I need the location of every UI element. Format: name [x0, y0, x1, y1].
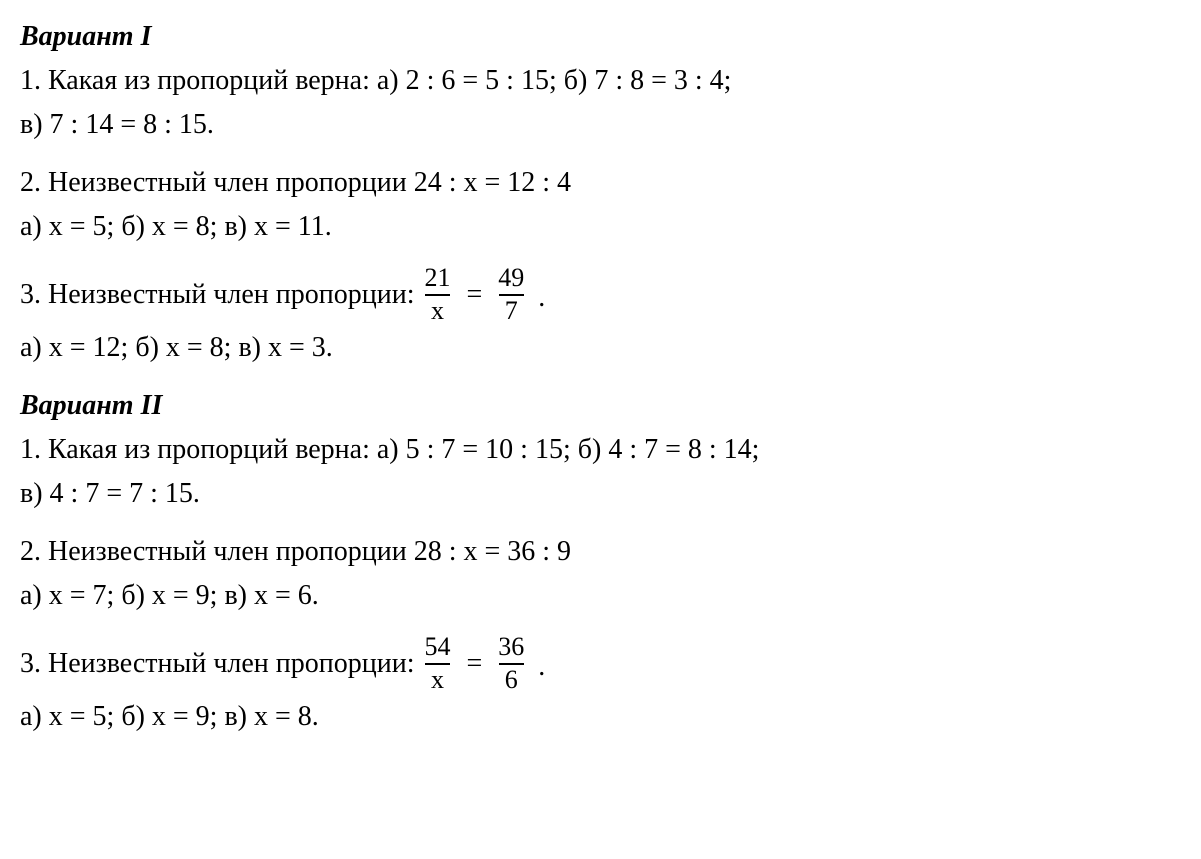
q3-fraction-2: 49 7 — [492, 264, 530, 325]
q3-frac2-num: 49 — [492, 264, 530, 294]
q3-fraction-1: 21 х — [419, 264, 457, 325]
variant-2-question-2: 2. Неизвестный член пропорции 28 : х = 3… — [20, 531, 1181, 617]
q3-frac1-den: х — [425, 294, 450, 326]
q3-fraction-1: 54 х — [419, 633, 457, 694]
q3-prefix: 3. Неизвестный член пропорции: — [20, 274, 415, 316]
q3-equals: = — [467, 274, 483, 316]
q1-line2: в) 4 : 7 = 7 : 15. — [20, 473, 1181, 515]
q3-answers: а) х = 5; б) х = 9; в) х = 8. — [20, 696, 1181, 738]
q2-line1: 2. Неизвестный член пропорции 24 : х = 1… — [20, 162, 1181, 204]
q3-frac2-num: 36 — [492, 633, 530, 663]
q2-line2: а) х = 5; б) х = 8; в) х = 11. — [20, 206, 1181, 248]
variant-2-question-3: 3. Неизвестный член пропорции: 54 х = 36… — [20, 633, 1181, 738]
q1-line1: 1. Какая из пропорций верна: а) 2 : 6 = … — [20, 60, 1181, 102]
variant-1-question-3: 3. Неизвестный член пропорции: 21 х = 49… — [20, 264, 1181, 369]
variant-1-question-1: 1. Какая из пропорций верна: а) 2 : 6 = … — [20, 60, 1181, 146]
variant-1-question-2: 2. Неизвестный член пропорции 24 : х = 1… — [20, 162, 1181, 248]
q3-frac1-num: 54 — [419, 633, 457, 663]
q3-frac2-den: 7 — [499, 294, 524, 326]
q3-period: . — [538, 646, 545, 688]
q3-period: . — [538, 277, 545, 319]
q3-prefix: 3. Неизвестный член пропорции: — [20, 643, 415, 685]
q3-fraction-2: 36 6 — [492, 633, 530, 694]
variant-2-heading: Вариант II — [20, 385, 1181, 427]
q3-equation-line: 3. Неизвестный член пропорции: 21 х = 49… — [20, 264, 1181, 325]
q1-line1: 1. Какая из пропорций верна: а) 5 : 7 = … — [20, 429, 1181, 471]
q1-line2: в) 7 : 14 = 8 : 15. — [20, 104, 1181, 146]
variant-1-heading: Вариант I — [20, 16, 1181, 58]
q3-frac1-den: х — [425, 663, 450, 695]
q3-answers: а) х = 12; б) х = 8; в) х = 3. — [20, 327, 1181, 369]
q2-line2: а) х = 7; б) х = 9; в) х = 6. — [20, 575, 1181, 617]
variant-2-question-1: 1. Какая из пропорций верна: а) 5 : 7 = … — [20, 429, 1181, 515]
q3-equation-line: 3. Неизвестный член пропорции: 54 х = 36… — [20, 633, 1181, 694]
q3-frac1-num: 21 — [419, 264, 457, 294]
q2-line1: 2. Неизвестный член пропорции 28 : х = 3… — [20, 531, 1181, 573]
q3-equals: = — [467, 643, 483, 685]
q3-frac2-den: 6 — [499, 663, 524, 695]
